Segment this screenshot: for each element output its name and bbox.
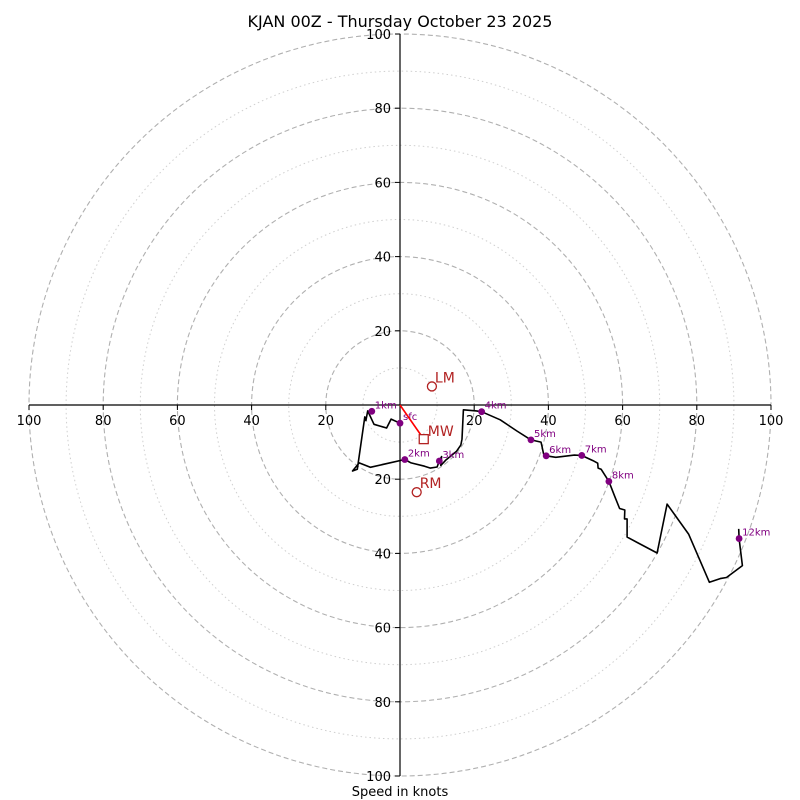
x-tick-label: 20: [466, 414, 483, 429]
tick-labels: 100 80 60 40 20 20 40 60 80 100 100 80 60 40 20 20 40 60 8…: [17, 28, 784, 785]
hodograph-trace: [351, 408, 744, 584]
y-tick-label: 60: [374, 622, 391, 637]
y-tick-label: 40: [374, 251, 391, 266]
height-marker-2km: [401, 456, 409, 463]
x-tick-label: 20: [318, 414, 335, 429]
left-mover-label: LM: [435, 370, 455, 386]
height-marker-12km: [735, 535, 743, 542]
y-tick-label: 100: [366, 770, 391, 785]
y-tick-label: 80: [374, 696, 391, 711]
height-marker-8km: [605, 478, 613, 485]
height-marker-4km: [478, 408, 486, 416]
height-label-5km: 5km: [534, 429, 556, 440]
x-tick-label: 60: [169, 414, 186, 429]
mean-wind-marker: [418, 433, 429, 445]
x-tick-label: 100: [759, 414, 784, 429]
height-marker-1km: [368, 407, 376, 415]
y-tick-label: 100: [366, 28, 391, 43]
height-marker-7km: [578, 452, 586, 459]
storm-motion-layer: LM MW RM: [399, 370, 455, 498]
height-label-12km: 12km: [742, 528, 770, 539]
x-tick-label: 100: [17, 414, 42, 429]
right-mover-marker: [411, 487, 422, 498]
y-tick-label: 20: [374, 473, 391, 488]
height-label-6km: 6km: [549, 445, 571, 456]
left-mover-marker: [426, 381, 438, 392]
hodograph-layer: sfc 1km 2km 3km 4km 5km 6km 7km 8km 12km: [351, 400, 770, 584]
right-mover-label: RM: [420, 476, 442, 492]
mean-wind-label: MW: [428, 424, 454, 440]
y-tick-label: 80: [374, 102, 391, 117]
height-label-3km: 3km: [442, 450, 464, 461]
x-tick-label: 40: [243, 414, 260, 429]
height-marker-5km: [527, 436, 535, 444]
height-label-7km: 7km: [585, 444, 607, 455]
height-label-sfc: sfc: [403, 412, 417, 423]
height-label-2km: 2km: [408, 449, 430, 460]
y-tick-label: 40: [374, 547, 391, 562]
x-tick-label: 80: [689, 414, 706, 429]
x-axis-label: Speed in knots: [352, 785, 449, 800]
height-marker-3km: [435, 457, 443, 465]
chart-title: KJAN 00Z - Thursday October 23 2025: [248, 12, 553, 31]
height-label-4km: 4km: [485, 401, 507, 412]
height-label-1km: 1km: [375, 400, 397, 411]
height-marker-6km: [542, 452, 550, 460]
height-label-8km: 8km: [612, 470, 634, 481]
x-tick-label: 80: [95, 414, 112, 429]
mean-wind-shear-vector: [399, 404, 425, 440]
y-tick-label: 60: [374, 176, 391, 191]
x-tick-label: 40: [540, 414, 557, 429]
height-marker-sfc: [396, 419, 404, 427]
x-tick-label: 60: [614, 414, 631, 429]
y-tick-label: 20: [374, 325, 391, 340]
